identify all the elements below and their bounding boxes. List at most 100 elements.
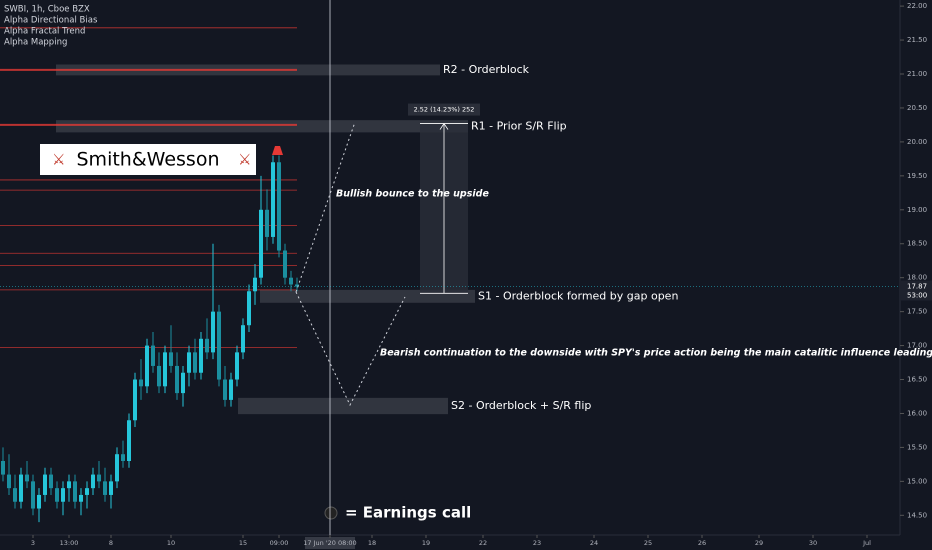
y-tick-label: 18.00 [907,274,927,282]
candle-body [151,345,155,366]
x-cursor-label-bg [305,537,355,549]
annotation: Bullish bounce to the upside [336,189,489,200]
x-tick-label: 22 [479,539,487,547]
candle-body [157,365,161,387]
candles [1,155,299,523]
y-tick-label: 22.00 [907,2,927,10]
candle-body [199,338,203,373]
candle-body [295,284,299,287]
y-tick-label: 20.00 [907,138,927,146]
candle-body [235,352,239,380]
candle-body [55,488,59,502]
x-tick-label: 8 [109,539,113,547]
x-tick-label: 10 [167,539,175,547]
candle-body [217,311,221,380]
brand: Smith&Wesson [77,149,220,171]
candle-body [253,277,257,292]
candle-body [1,460,5,475]
candle-body [247,291,251,326]
candle-body [109,481,113,495]
x-tick-label: 17 Jun '20 08:00 [303,539,356,547]
candle-body [49,474,53,489]
x-tick-label: 13:00 [60,539,79,547]
symbol: SWBI, 1h, Cboe BZX [4,5,90,15]
x-tick-label: 3 [31,539,35,547]
candle-body [223,379,227,400]
candle-body [169,352,173,366]
candle-body [73,481,77,502]
y-tick-label: 17.00 [907,342,927,350]
candle-body [67,481,71,489]
y-tick-label: 19.50 [907,172,927,180]
zone [56,120,468,133]
x-tick-label: 15 [239,539,247,547]
brand-box [40,144,256,175]
candle-body [91,474,95,489]
indicator: Alpha Directional Bias [4,16,98,26]
candle-body [127,420,131,461]
signal-icon [272,146,283,155]
brand-icon: ⚔ [52,151,65,169]
annotation: = Earnings call [345,504,471,522]
candle-body [283,250,287,278]
x-tick-label: 09:00 [270,539,289,547]
indicator: Alpha Mapping [4,38,67,48]
candle-body [43,474,47,495]
candle-body [121,454,125,461]
candle-body [133,379,137,421]
candle-body [139,379,143,387]
x-tick-label: 23 [533,539,541,547]
zone [238,397,448,415]
y-tick-label: 20.50 [907,104,927,112]
path-down [295,291,406,407]
candle-body [289,277,293,285]
candle-body [271,162,275,237]
measure-head [439,122,449,130]
zone-label: S1 - Orderblock formed by gap open [478,289,678,302]
y-tick-label: 15.50 [907,443,927,451]
candle-body [145,345,149,387]
x-tick-label: 29 [755,539,763,547]
candle-body [37,494,41,509]
candle-body [7,474,11,489]
zone-label: R1 - Prior S/R Flip [471,119,567,132]
candle-body [79,494,83,502]
y-tick-label: 18.50 [907,240,927,248]
candle-body [259,209,263,278]
x-tick-label: 19 [422,539,430,547]
x-tick-label: 24 [590,539,598,547]
candle-body [193,352,197,373]
y-tick-label: 21.50 [907,36,927,44]
x-tick-label: 25 [644,539,652,547]
candle-body [163,352,167,387]
x-tick-label: 26 [698,539,706,547]
y-tick-label: 16.00 [907,409,927,417]
y-tick-label: 19.00 [907,206,927,214]
zone-label: S2 - Orderblock + S/R flip [451,399,591,412]
brand-icon: ⚔ [238,151,251,169]
overlay: SWBI, 1h, Cboe BZX Alpha Directional Bia… [4,5,932,522]
zone-label: R2 - Orderblock [443,63,530,76]
x-tick-label: 18 [368,539,376,547]
candle-body [175,365,179,394]
candle-body [205,338,209,353]
measure-label: 2.52 (14.23%) 252 [414,106,475,114]
candle-body [265,209,269,237]
last-price-bg [900,280,932,301]
annotation: Bearish continuation to the downside wit… [380,348,932,359]
candle-body [31,481,35,509]
x-tick-label: Jul [862,539,871,547]
x-tick-label: 30 [809,539,817,547]
bomb-icon [324,506,338,520]
last-price-label: 17.87 [907,283,927,291]
candle-body [25,474,29,482]
candle-body [187,352,191,373]
y-tick-label: 17.50 [907,308,927,316]
candle-body [211,311,215,353]
indicator: Alpha Fractal Trend [4,27,85,37]
candle-body [97,474,101,482]
candle-body [85,488,89,495]
candle-body [19,474,23,502]
candle-body [103,481,107,495]
